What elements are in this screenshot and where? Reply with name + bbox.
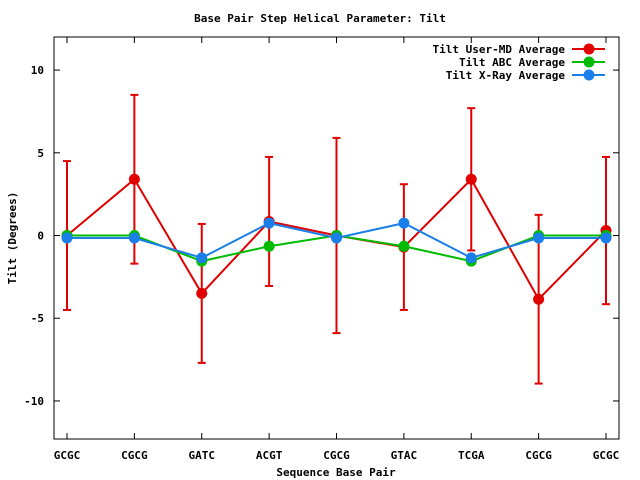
x-tick-label: GCGC bbox=[593, 449, 620, 462]
x-tick-label: CGCG bbox=[323, 449, 350, 462]
x-tick-label: GATC bbox=[189, 449, 216, 462]
data-point bbox=[128, 232, 140, 244]
x-tick-label: ACGT bbox=[256, 449, 283, 462]
data-point bbox=[331, 232, 342, 244]
legend-label: Tilt X-Ray Average bbox=[446, 69, 566, 82]
data-series bbox=[61, 93, 612, 385]
data-point bbox=[533, 293, 545, 305]
data-point bbox=[465, 173, 477, 185]
data-point bbox=[600, 232, 612, 244]
axis-ticks: -10 -5 0 5 10 GCGC CGCG GATC ACGT CGCG GTAC TCGA CGC… bbox=[24, 37, 619, 462]
x-tick-label: GTAC bbox=[391, 449, 418, 462]
data-point bbox=[263, 240, 275, 252]
legend-marker bbox=[583, 56, 595, 68]
data-point bbox=[196, 252, 208, 264]
y-tick-label: 5 bbox=[37, 147, 44, 160]
data-point bbox=[263, 217, 275, 229]
legend-marker bbox=[583, 69, 595, 81]
data-point bbox=[533, 232, 545, 244]
x-tick-label: CGCG bbox=[525, 449, 552, 462]
y-tick-label: -5 bbox=[31, 312, 44, 325]
y-tick-label: 10 bbox=[31, 64, 44, 77]
data-point bbox=[128, 173, 140, 185]
legend-marker bbox=[583, 43, 595, 55]
data-point bbox=[196, 287, 208, 299]
data-point bbox=[398, 240, 410, 252]
legend-label: Tilt User-MD Average bbox=[433, 43, 566, 56]
chart-title: Base Pair Step Helical Parameter: Tilt bbox=[194, 12, 446, 25]
y-tick-label: 0 bbox=[37, 230, 44, 243]
y-tick-label: -10 bbox=[24, 395, 44, 408]
x-axis-title: Sequence Base Pair bbox=[276, 466, 396, 479]
legend-entry: Tilt ABC Average bbox=[459, 56, 605, 69]
data-point bbox=[398, 217, 410, 229]
legend-entry: Tilt X-Ray Average bbox=[446, 69, 605, 82]
legend-entry: Tilt User-MD Average bbox=[433, 43, 605, 56]
y-axis-title: Tilt (Degrees) bbox=[6, 192, 19, 285]
x-tick-label: CGCG bbox=[121, 449, 148, 462]
x-tick-label: TCGA bbox=[458, 449, 485, 462]
series-3 bbox=[61, 217, 612, 264]
data-point bbox=[465, 252, 477, 264]
x-tick-label: GCGC bbox=[54, 449, 81, 462]
data-point bbox=[61, 232, 73, 244]
legend-label: Tilt ABC Average bbox=[459, 56, 565, 69]
